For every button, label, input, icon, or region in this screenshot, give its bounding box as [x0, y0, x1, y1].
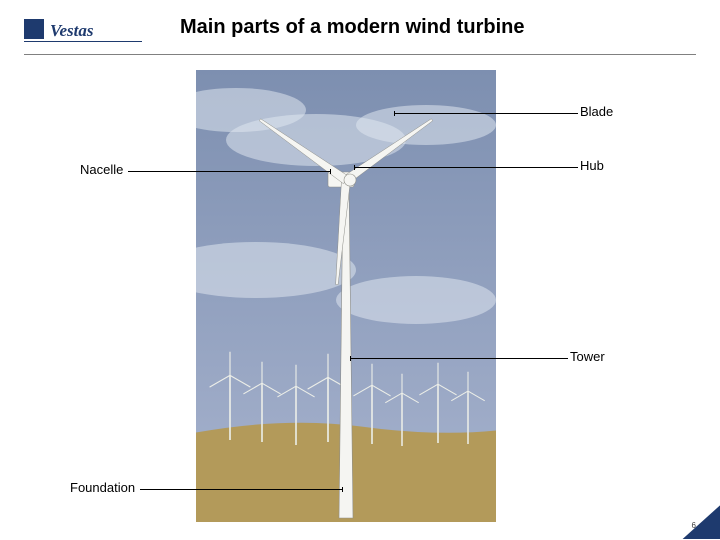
page-title: Main parts of a modern wind turbine: [180, 16, 524, 39]
leader-tick: [330, 169, 331, 174]
leader-line: [354, 167, 578, 168]
leader-tick: [394, 111, 395, 116]
turbine-svg: [196, 70, 496, 522]
leader-line: [350, 358, 568, 359]
leader-line: [140, 489, 342, 490]
part-label-hub: Hub: [580, 158, 604, 173]
leader-tick: [350, 356, 351, 361]
page-number: 6: [692, 521, 696, 530]
leader-line: [394, 113, 578, 114]
part-label-tower: Tower: [570, 349, 605, 364]
leader-tick: [354, 165, 355, 170]
page-fold-icon: [680, 504, 720, 540]
title-rule: [24, 54, 696, 55]
part-label-blade: Blade: [580, 104, 613, 119]
brand-logo: Vestas: [24, 16, 142, 42]
leader-line: [128, 171, 330, 172]
turbine-figure: [196, 70, 496, 522]
part-label-foundation: Foundation: [70, 480, 135, 495]
part-label-nacelle: Nacelle: [80, 162, 123, 177]
brand-rect: [24, 19, 44, 39]
brand-text: Vestas: [50, 21, 94, 40]
leader-tick: [342, 487, 343, 492]
